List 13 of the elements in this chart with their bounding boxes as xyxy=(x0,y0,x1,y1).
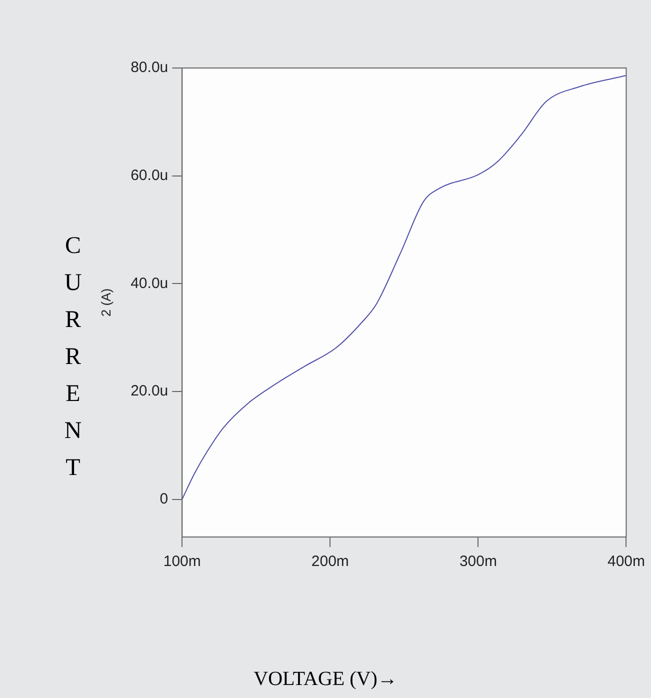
x-axis-title: VOLTAGE (V)→ xyxy=(252,668,398,691)
x-tick-label: 300m xyxy=(459,553,497,570)
x-tick-label: 400m xyxy=(607,553,646,570)
y-tick-label: 80.0u xyxy=(130,59,168,76)
x-tick-label: 200m xyxy=(311,553,349,570)
y-tick-label: 20.0u xyxy=(130,382,168,400)
y-tick-label: 60.0u xyxy=(130,166,168,184)
y-tick-label: 0 xyxy=(160,490,168,508)
x-tick-label: 100m xyxy=(163,553,201,570)
text: CURRENT xyxy=(63,232,83,483)
y-axis-title: 2 (A) xyxy=(98,288,114,317)
y-tick-label: 40.0u xyxy=(130,274,168,292)
line-series xyxy=(182,75,626,500)
